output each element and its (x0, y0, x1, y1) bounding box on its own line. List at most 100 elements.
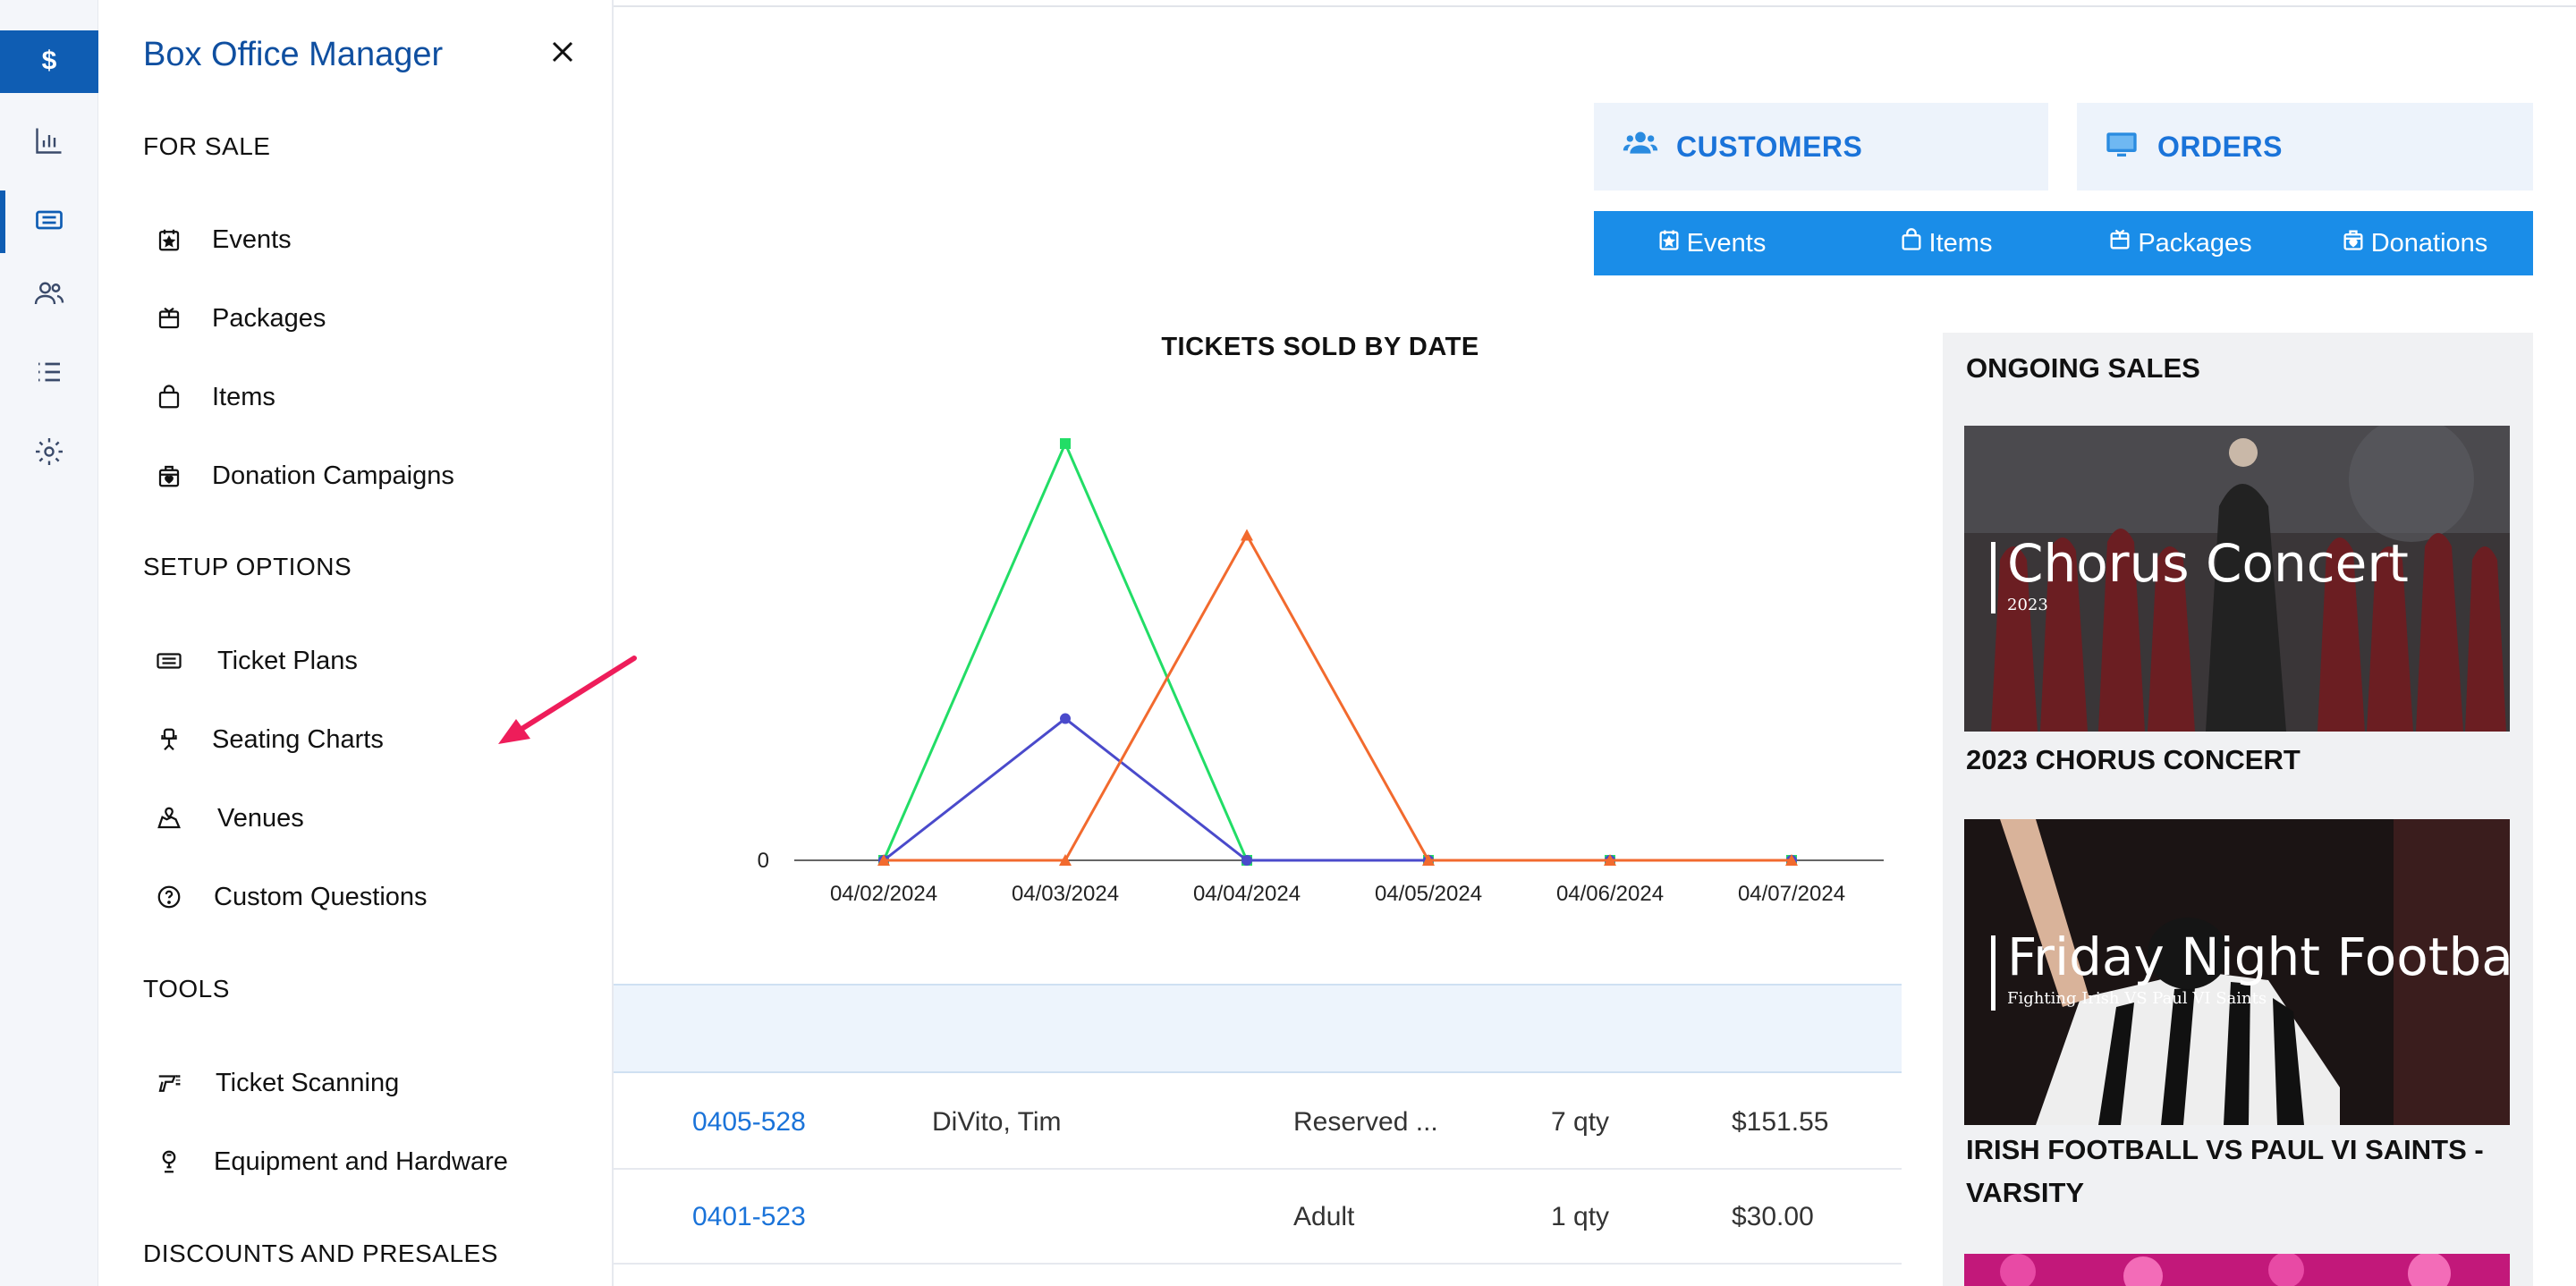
card-overlay-title: Friday Night Football (2007, 926, 2510, 987)
menu-item-label: Custom Questions (214, 882, 428, 911)
data-point[interactable] (1422, 854, 1435, 866)
table-row[interactable]: 0405-528 DiVito, Tim Reserved ... 7 qty … (614, 1075, 1902, 1170)
menu-item-label: Items (212, 382, 275, 411)
data-point[interactable] (1060, 713, 1071, 724)
scanner-icon (153, 1067, 185, 1099)
iconbar-settings[interactable] (0, 422, 98, 485)
order-qty: 1 qty (1551, 1202, 1610, 1231)
data-point[interactable] (1060, 438, 1071, 449)
card-name[interactable]: 2023 CHORUS CONCERT (1966, 744, 2301, 775)
tab-label: Events (1686, 228, 1767, 258)
iconbar-lists[interactable] (0, 343, 98, 405)
menu-item-items[interactable]: Items (153, 377, 275, 417)
x-tick-label: 04/07/2024 (1738, 882, 1845, 906)
calendar-star-icon (153, 224, 185, 256)
data-point[interactable] (1241, 529, 1253, 541)
iconbar-reports[interactable] (0, 111, 98, 173)
menu-item-label: Donation Campaigns (212, 461, 454, 490)
menu-item-ticket-plans[interactable]: Ticket Plans (153, 641, 358, 681)
menu-item-donation-campaigns[interactable]: Donation Campaigns (153, 456, 454, 495)
menu-item-label: Venues (217, 803, 304, 833)
card-name[interactable]: IRISH FOOTBALL VS PAUL VI SAINTS - VARSI… (1966, 1134, 2484, 1208)
section-setup-options: SETUP OPTIONS (143, 553, 352, 580)
iconbar-tickets[interactable] (0, 190, 98, 253)
tab-events[interactable]: Events (1594, 211, 1828, 275)
chart-title: TICKETS SOLD BY DATE (1161, 333, 1479, 361)
tickets-sold-chart: 0 04/02/2024 04/03/2024 04/04/2024 04/05/20… (758, 438, 1884, 906)
order-id-link[interactable]: 0401-523 (692, 1202, 806, 1231)
close-drawer-button[interactable] (545, 36, 580, 72)
order-item: Adult (1293, 1202, 1355, 1231)
orders-button[interactable]: ORDERS (2077, 103, 2533, 190)
order-customer: DiVito, Tim (932, 1107, 1062, 1137)
series-line-2 (884, 532, 1792, 862)
series-line-0 (882, 440, 1792, 862)
customers-label: CUSTOMERS (1676, 130, 1863, 163)
x-tick-label: 04/03/2024 (1012, 882, 1119, 906)
calendar-star-icon (1657, 227, 1687, 259)
section-for-sale: FOR SALE (143, 132, 271, 160)
ticket-icon (33, 204, 65, 241)
svg-text:$: $ (42, 46, 57, 75)
shopping-bag-icon (1899, 227, 1929, 259)
data-point[interactable] (877, 854, 890, 866)
card-overlay-title: Chorus Concert (2007, 533, 2409, 594)
football-image[interactable]: Friday Night Football Fighting Irish VS … (1964, 819, 2510, 1125)
order-total: $151.55 (1732, 1107, 1829, 1137)
data-point[interactable] (1059, 854, 1072, 866)
package-icon (2107, 227, 2138, 259)
card-overlay-subtitle: 2023 (2007, 596, 2048, 614)
data-point[interactable] (1241, 855, 1252, 866)
menu-item-label: Seating Charts (212, 724, 384, 754)
table-header-band (614, 984, 1902, 1073)
menu-item-custom-questions[interactable]: Custom Questions (153, 877, 428, 917)
referee-photo-icon (1964, 819, 2510, 1125)
data-point[interactable] (1785, 854, 1798, 866)
ticket-icon (153, 645, 185, 677)
orders-label: ORDERS (2157, 130, 2283, 163)
chorus-concert-image[interactable]: Chorus Concert 2023 (1964, 426, 2510, 732)
annotation-arrow-icon (498, 656, 637, 744)
donation-box-icon (2341, 227, 2371, 259)
drawer-title: Box Office Manager (143, 36, 444, 73)
box-office-drawer: Box Office Manager FOR SALE Events Packa… (99, 0, 637, 1286)
menu-item-label: Ticket Plans (217, 646, 358, 675)
menu-item-ticket-scanning[interactable]: Ticket Scanning (153, 1063, 399, 1103)
feather-photo-icon (1964, 1254, 2510, 1286)
iconbar-customers[interactable] (0, 264, 98, 326)
x-tick-label: 04/02/2024 (830, 882, 937, 906)
choir-photo-icon (1964, 426, 2510, 732)
table-row[interactable]: 0401-523 Adult 1 qty $30.00 (614, 1170, 1902, 1265)
donation-box-icon (153, 460, 185, 492)
menu-item-venues[interactable]: Venues (153, 799, 304, 838)
menu-item-seating-charts[interactable]: Seating Charts (153, 720, 384, 759)
dollar-icon: $ (33, 44, 65, 80)
shopping-bag-icon (153, 381, 185, 413)
x-tick-label: 04/06/2024 (1556, 882, 1664, 906)
order-item: Reserved ... (1293, 1107, 1438, 1137)
hardware-icon (153, 1146, 185, 1178)
map-pin-icon (153, 802, 185, 834)
icon-sidebar: $ (0, 0, 98, 1286)
menu-item-packages[interactable]: Packages (153, 299, 326, 338)
order-qty: 7 qty (1551, 1107, 1610, 1137)
third-event-image[interactable] (1964, 1254, 2510, 1286)
series-line-1 (883, 716, 1792, 862)
tab-packages[interactable]: Packages (2063, 211, 2297, 275)
x-tick-label: 04/05/2024 (1375, 882, 1482, 906)
users-icon (1623, 125, 1676, 168)
iconbar-box-office[interactable]: $ (0, 30, 98, 93)
tab-donations[interactable]: Donations (2297, 211, 2531, 275)
menu-item-equipment-hardware[interactable]: Equipment and Hardware (153, 1142, 508, 1181)
gear-icon (33, 436, 65, 472)
menu-item-events[interactable]: Events (153, 220, 292, 259)
users-icon (33, 277, 65, 314)
monitor-icon (2104, 125, 2157, 168)
order-id-link[interactable]: 0405-528 (692, 1107, 806, 1137)
menu-item-label: Events (212, 224, 292, 254)
tab-items[interactable]: Items (1828, 211, 2063, 275)
data-point[interactable] (1604, 854, 1616, 866)
order-total: $30.00 (1732, 1202, 1814, 1231)
customers-button[interactable]: CUSTOMERS (1594, 103, 2048, 190)
tab-label: Items (1928, 228, 1993, 258)
